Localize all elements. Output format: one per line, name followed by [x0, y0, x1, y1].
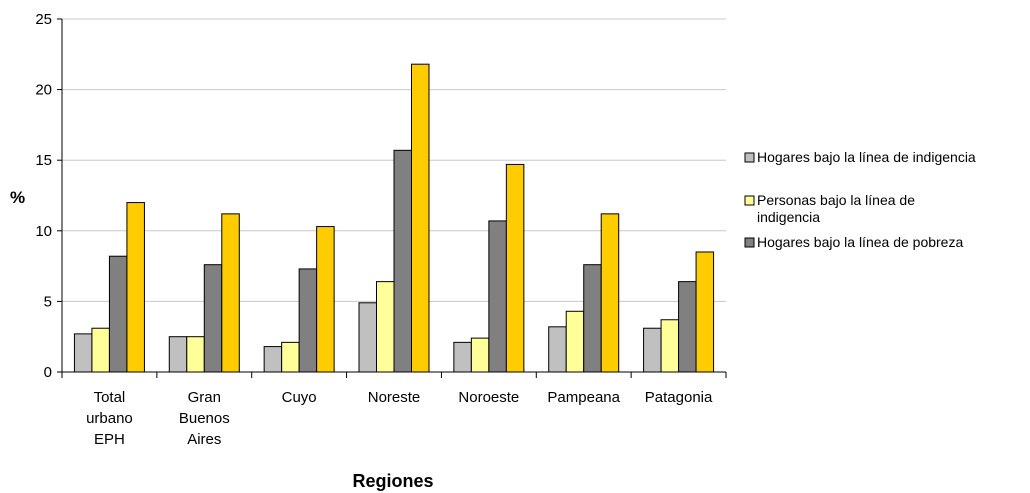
y-ticks: 0 5 10 15 20 25: [35, 11, 62, 381]
bar-series-4-1: [221, 213, 240, 373]
bar-series-2-4: [470, 337, 490, 373]
legend-label-2: Personas bajo la línea de: [757, 192, 915, 208]
x-tick-label: Aires: [187, 431, 221, 448]
bar-series-3-4: [488, 220, 507, 373]
bar-series-4-2: [316, 226, 335, 373]
bar-series-4-4: [505, 163, 525, 373]
y-tick-label: 25: [35, 11, 52, 28]
x-tick-label: Noroeste: [458, 389, 519, 406]
bar-series-3-5: [583, 264, 602, 373]
bar-series-3-3: [393, 149, 412, 373]
bars: [73, 63, 715, 373]
x-tick-label: urbano: [86, 410, 133, 427]
x-tick-label: Noreste: [368, 389, 421, 406]
legend-swatch-1: [744, 152, 755, 163]
bar-series-1-2: [263, 346, 283, 373]
bar-series-2-3: [376, 281, 395, 373]
bar-series-1-1: [168, 336, 188, 373]
x-tick-label: Gran: [188, 389, 221, 406]
y-tick-label: 0: [44, 364, 52, 381]
bar-series-1-3: [358, 302, 377, 373]
legend-swatch-2: [744, 195, 755, 206]
bar-series-2-5: [565, 310, 585, 373]
bar-series-3-2: [298, 268, 318, 373]
bar-series-4-3: [411, 63, 430, 373]
bar-series-4-5: [600, 213, 620, 373]
bar-series-3-6: [678, 281, 697, 373]
y-tick-label: 20: [35, 82, 52, 99]
x-axis-label: Regiones: [352, 471, 433, 491]
bar-series-2-1: [186, 336, 205, 373]
bar-series-2-6: [660, 319, 680, 373]
legend-label-2: indigencia: [757, 209, 820, 225]
bar-series-2-0: [91, 327, 110, 373]
x-ticks: Total urbano EPH Gran Buenos Aires Cuyo Noreste…: [61, 372, 727, 448]
bar-series-1-4: [453, 341, 472, 373]
y-tick-label: 10: [35, 223, 52, 240]
bar-series-2-2: [281, 341, 300, 373]
bar-series-1-0: [73, 333, 93, 373]
bar-series-3-1: [203, 264, 223, 373]
x-tick-label: Total: [94, 389, 126, 406]
x-tick-label: Patagonia: [645, 389, 713, 406]
bar-series-4-6: [695, 251, 715, 373]
axes: [61, 19, 726, 373]
legend: Hogares bajo la línea de indigencia Perso…: [744, 149, 976, 250]
bar-series-3-0: [108, 255, 128, 373]
x-tick-label: Buenos: [179, 410, 230, 427]
bar-series-4-0: [126, 202, 145, 373]
legend-label-3: Hogares bajo la línea de pobreza: [757, 234, 963, 250]
bar-series-1-6: [643, 327, 662, 373]
x-tick-label: Cuyo: [282, 389, 317, 406]
y-tick-label: 5: [44, 293, 52, 310]
legend-swatch-3: [744, 237, 755, 248]
x-tick-label: EPH: [94, 431, 125, 448]
y-axis-label: %: [10, 188, 25, 207]
bar-series-1-5: [548, 326, 567, 373]
legend-label-1: Hogares bajo la línea de indigencia: [757, 149, 976, 165]
y-tick-label: 15: [35, 152, 52, 169]
x-tick-label: Pampeana: [547, 389, 620, 406]
